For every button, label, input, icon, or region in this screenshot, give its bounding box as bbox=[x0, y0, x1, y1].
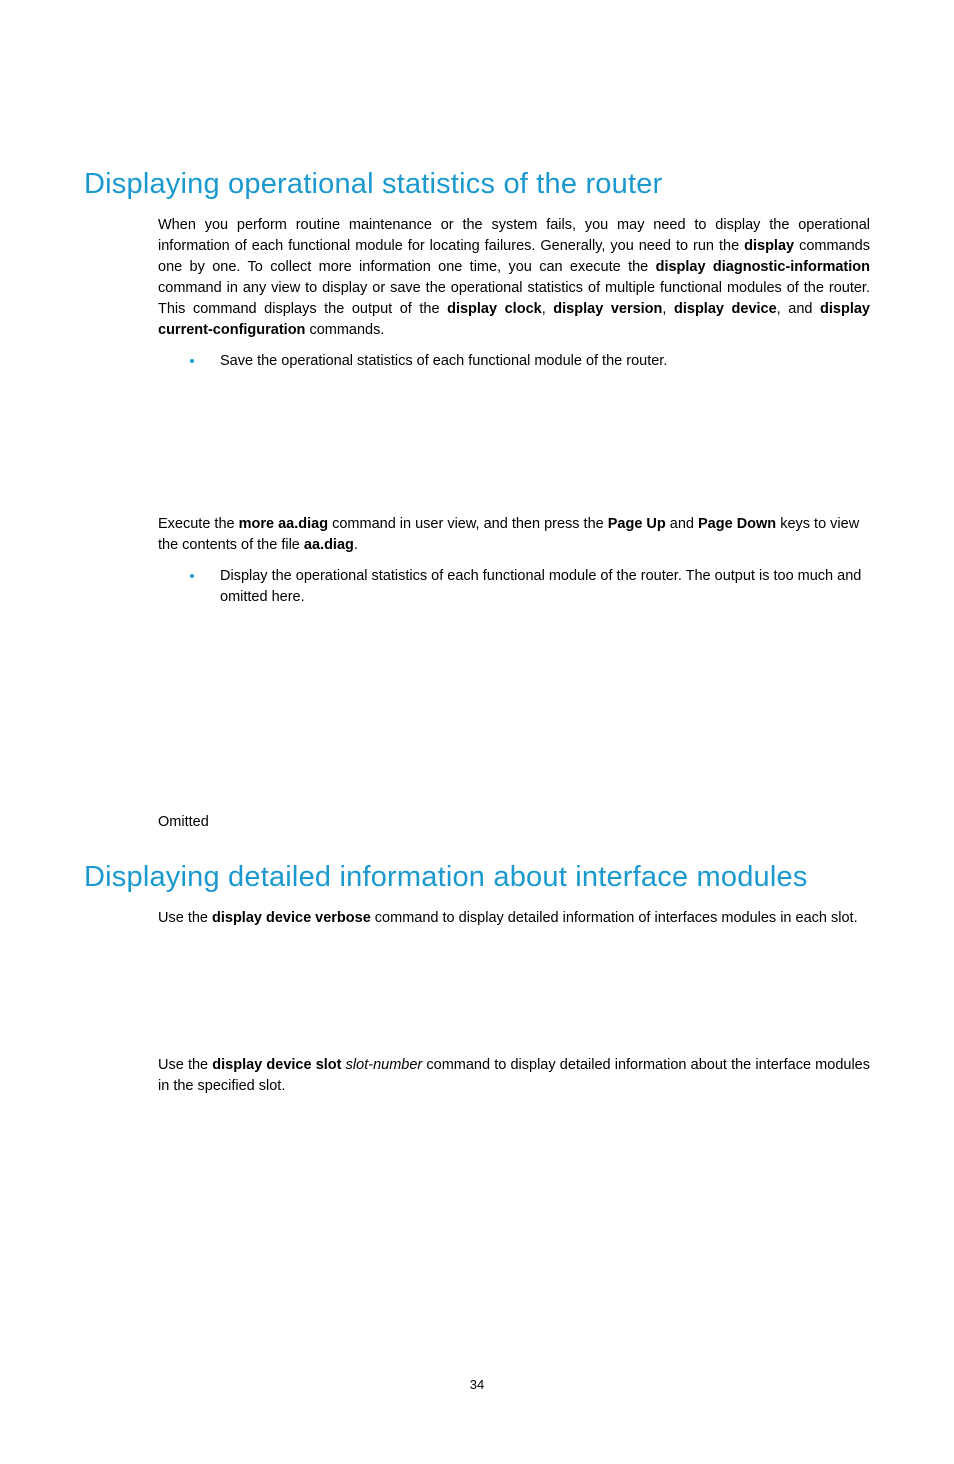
text-bold: display device bbox=[674, 301, 777, 317]
text-bold: display device slot bbox=[212, 1057, 341, 1073]
text-run: Use the bbox=[158, 910, 212, 926]
text-bold: display clock bbox=[447, 301, 542, 317]
text-run: commands. bbox=[305, 322, 384, 338]
section2-paragraph-1: Use the display device verbose command t… bbox=[158, 908, 870, 929]
page-number: 34 bbox=[0, 1377, 954, 1392]
bullet-item: Save the operational statistics of each … bbox=[158, 351, 870, 372]
text-bold: display bbox=[744, 238, 794, 254]
omitted-text: Omitted bbox=[158, 812, 870, 833]
text-run: , bbox=[542, 301, 554, 317]
text-run: , bbox=[662, 301, 674, 317]
text-italic: slot-number bbox=[346, 1057, 423, 1073]
bullet-text: Save the operational statistics of each … bbox=[220, 353, 667, 369]
text-bold: display diagnostic-information bbox=[656, 259, 870, 275]
text-run: Execute the bbox=[158, 516, 239, 532]
section1-paragraph-1: When you perform routine maintenance or … bbox=[158, 215, 870, 341]
section2-paragraph-2: Use the display device slot slot-number … bbox=[158, 1055, 870, 1097]
text-run: and bbox=[666, 516, 698, 532]
text-bold: more aa.diag bbox=[239, 516, 328, 532]
text-bold: aa.diag bbox=[304, 537, 354, 553]
text-run: . bbox=[354, 537, 358, 553]
bullet-text: Display the operational statistics of ea… bbox=[220, 568, 861, 605]
text-bold: display device verbose bbox=[212, 910, 371, 926]
text-run: command in user view, and then press the bbox=[328, 516, 608, 532]
text-run: Use the bbox=[158, 1057, 212, 1073]
section-heading-2: Displaying detailed information about in… bbox=[84, 861, 870, 894]
bullet-item: Display the operational statistics of ea… bbox=[158, 566, 870, 608]
text-run: command to display detailed information … bbox=[371, 910, 858, 926]
bullet-list-1: Save the operational statistics of each … bbox=[158, 351, 870, 372]
document-page: Displaying operational statistics of the… bbox=[0, 168, 954, 1464]
text-bold: Page Up bbox=[608, 516, 666, 532]
bullet-list-2: Display the operational statistics of ea… bbox=[158, 566, 870, 608]
section1-paragraph-2: Execute the more aa.diag command in user… bbox=[158, 514, 870, 556]
text-bold: display version bbox=[553, 301, 662, 317]
text-run: , and bbox=[777, 301, 820, 317]
text-bold: Page Down bbox=[698, 516, 776, 532]
section-heading-1: Displaying operational statistics of the… bbox=[84, 168, 870, 201]
